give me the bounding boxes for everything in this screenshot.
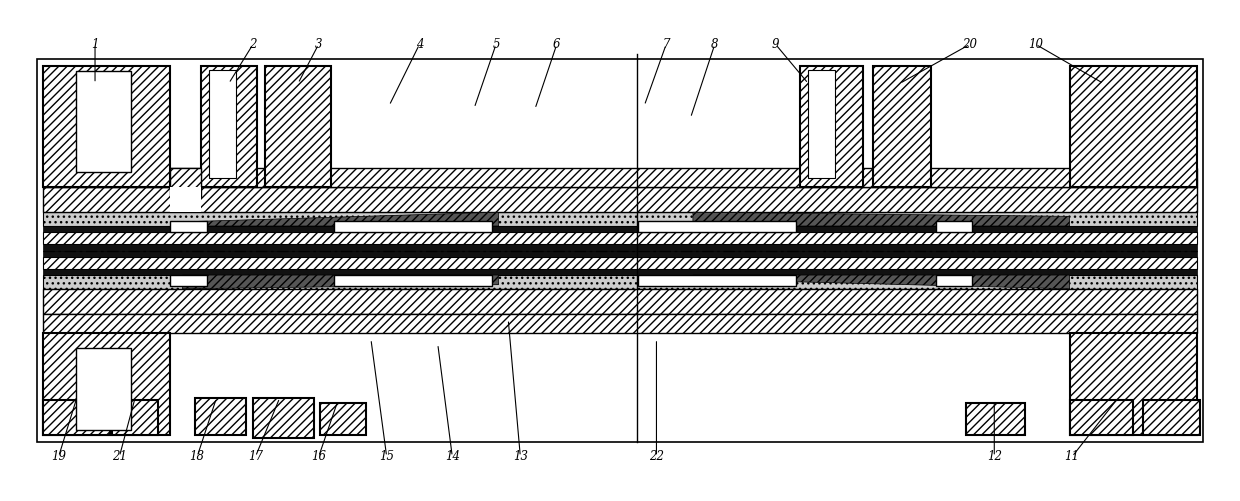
Bar [201, 67, 257, 187]
Bar [42, 67, 170, 187]
Bar [639, 221, 796, 232]
Text: 1: 1 [92, 38, 99, 51]
Bar [639, 275, 796, 286]
Text: 6: 6 [553, 38, 560, 51]
Bar [42, 257, 1197, 269]
Text: 13: 13 [513, 450, 528, 463]
Bar [42, 400, 109, 434]
Bar [936, 275, 972, 286]
Bar [42, 333, 170, 434]
Text: 18: 18 [190, 450, 205, 463]
Polygon shape [693, 275, 1070, 289]
Bar [265, 67, 331, 187]
Bar [808, 70, 835, 178]
Bar [1070, 67, 1198, 187]
Text: 8: 8 [711, 38, 718, 51]
Text: 19: 19 [51, 450, 66, 463]
Text: 3: 3 [315, 38, 322, 51]
Bar [37, 59, 1203, 442]
Text: 2: 2 [249, 38, 257, 51]
Bar [170, 187, 201, 212]
Bar [42, 168, 1197, 187]
Bar [170, 168, 201, 197]
Bar [42, 275, 1197, 289]
Bar [253, 398, 314, 438]
Text: 15: 15 [379, 450, 394, 463]
Bar [42, 244, 1197, 250]
Bar [800, 67, 863, 187]
Text: 4: 4 [415, 38, 423, 51]
Bar [320, 403, 366, 434]
Polygon shape [182, 275, 498, 289]
Text: 14: 14 [445, 450, 460, 463]
Bar [873, 67, 931, 187]
Bar [42, 212, 1197, 226]
Bar [42, 250, 1197, 257]
Bar [335, 221, 492, 232]
Text: 20: 20 [962, 38, 977, 51]
Text: 16: 16 [311, 450, 326, 463]
Bar [1142, 400, 1199, 434]
Polygon shape [182, 212, 498, 226]
Bar [42, 232, 1197, 244]
Text: 12: 12 [987, 450, 1002, 463]
Bar [42, 314, 1197, 333]
Text: 5: 5 [492, 38, 500, 51]
Text: 17: 17 [248, 450, 263, 463]
Bar [1070, 400, 1133, 434]
Bar [42, 289, 1197, 314]
Bar [1070, 333, 1198, 434]
Bar [76, 71, 131, 172]
Bar [210, 70, 236, 178]
Bar [76, 348, 131, 430]
Bar [966, 403, 1024, 434]
Text: 11: 11 [1065, 450, 1080, 463]
Bar [42, 269, 1197, 275]
Text: 10: 10 [1028, 38, 1043, 51]
Bar [42, 187, 1197, 212]
Bar [170, 275, 207, 286]
Text: 7: 7 [662, 38, 670, 51]
Bar [936, 221, 972, 232]
Bar [335, 275, 492, 286]
Polygon shape [693, 212, 1070, 226]
Bar [195, 398, 246, 434]
Bar [112, 400, 159, 434]
Text: 22: 22 [649, 450, 663, 463]
Bar [170, 221, 207, 232]
Text: 21: 21 [112, 450, 126, 463]
Bar [42, 226, 1197, 232]
Text: 9: 9 [771, 38, 779, 51]
